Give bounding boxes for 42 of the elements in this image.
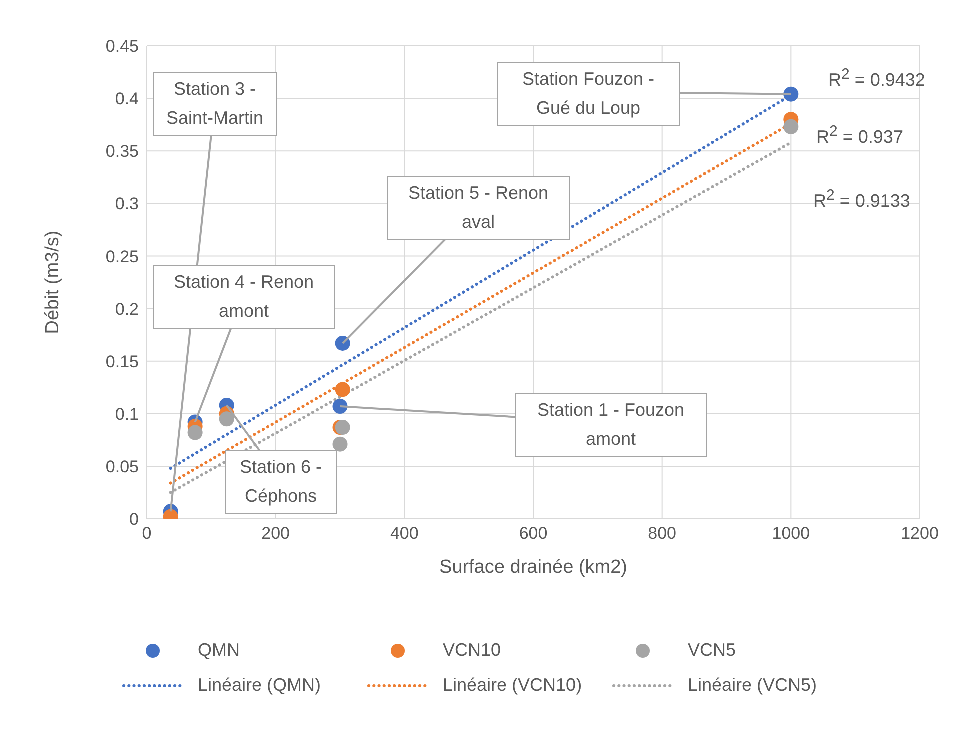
y-tick-label: 0.1 (115, 404, 139, 424)
legend-label: QMN (198, 640, 240, 661)
annotation: Station 1 - Fouzon amont (515, 393, 707, 457)
y-tick-label: 0.45 (106, 37, 139, 56)
x-axis-title: Surface drainée (km2) (440, 557, 628, 578)
point (332, 399, 348, 414)
annotation: R$^{2}$ = 0.9432 (828, 65, 926, 92)
legend-label: Linéaire (QMN) (198, 675, 322, 696)
point (332, 436, 348, 452)
y-tick-label: 0.2 (115, 300, 139, 319)
y-tick-label: 0.35 (106, 142, 139, 162)
annotation: R$^{2}$ = 0.9133 (812, 186, 912, 213)
annotation: Station Fouzon - Gué du Loup (497, 62, 680, 126)
annotation: Station 3 - Saint-Martin (153, 72, 277, 136)
legend-label: Linéaire (VCN5) (688, 675, 818, 696)
x-tick-label: 1200 (901, 524, 939, 544)
y-tick-label: 0.25 (106, 247, 139, 266)
x-tick-label: 0 (142, 524, 152, 544)
annotation: R$^{2}$ = 0.937 (816, 122, 904, 149)
point (784, 119, 799, 134)
point (335, 382, 350, 398)
y-tick-label: 0.3 (115, 194, 139, 214)
y-tick-label: 0.05 (106, 457, 139, 476)
legend-label: Linéaire (VCN10) (443, 675, 582, 696)
annotation: Station 6 - Céphons (225, 450, 337, 514)
y-tick-label: 0 (130, 510, 139, 530)
point (188, 425, 203, 440)
legend-label: VCN10 (443, 640, 502, 661)
legend-label: VCN5 (688, 640, 736, 661)
y-tick-label: 0.4 (115, 90, 139, 109)
x-tick-label: 800 (648, 524, 677, 544)
x-tick-label: 200 (262, 524, 290, 544)
point (335, 336, 350, 351)
annotation: Station 4 - Renon amont (153, 265, 335, 329)
annotation: Station 5 - Renon aval (387, 176, 570, 240)
x-tick-label: 400 (390, 524, 419, 544)
y-axis-title: Débit (m3/s) (42, 230, 64, 334)
point (219, 412, 234, 427)
x-tick-label: 1000 (772, 524, 810, 544)
point (784, 86, 799, 102)
x-tick-label: 600 (519, 524, 548, 544)
y-tick-label: 0.15 (106, 352, 139, 372)
